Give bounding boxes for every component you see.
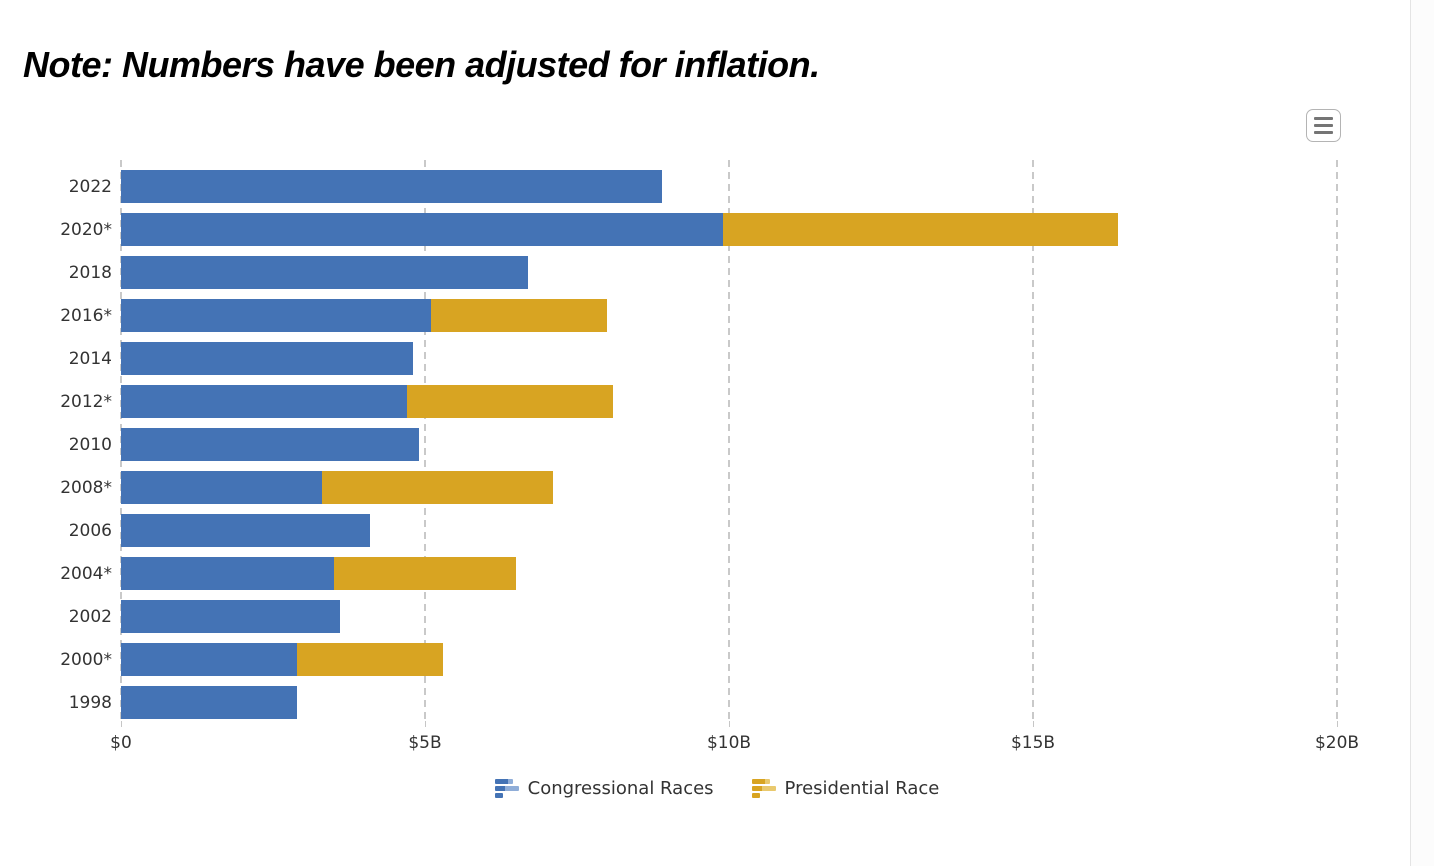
y-axis-label-2000: 2000* [60,649,112,670]
bar-stack [121,471,553,504]
bar-stack [121,385,614,418]
bar-row-2020 [121,208,1337,251]
gridline-5b [424,160,426,721]
bar-segment-congressional-2010[interactable] [121,428,419,461]
bar-segment-congressional-2000[interactable] [121,643,298,676]
y-axis-label-2020: 2020* [60,219,112,240]
gridline-15b [1032,160,1034,721]
bar-segment-congressional-2022[interactable] [121,170,663,203]
bar-segment-presidential-2012[interactable] [406,385,614,418]
y-axis-label-2016: 2016* [60,305,112,326]
x-axis-label-20b: $20B [1314,733,1360,753]
legend-item-label: Presidential Race [784,778,940,799]
bar-row-2008 [121,466,1337,509]
bar-segment-congressional-2012[interactable] [121,385,407,418]
bar-stack [121,299,608,332]
bar-segment-presidential-2008[interactable] [321,471,553,504]
bar-stack [121,514,371,547]
bar-segment-presidential-2004[interactable] [333,557,517,590]
legend-item-presidential[interactable]: Presidential Race [751,778,940,799]
bar-row-2022 [121,165,1337,208]
bar-row-2016 [121,294,1337,337]
y-axis-label-2010: 2010 [68,434,112,455]
y-axis-label-2014: 2014 [68,348,112,369]
y-axis-labels: 2022 2020* 2018 2016* 2014 2012* 2010 2008* 2006… [0,165,112,724]
hamburger-menu-icon [1314,117,1333,134]
x-axis-label-10b: $10B [706,733,752,753]
bar-segment-congressional-1998[interactable] [121,686,298,719]
legend-item-congressional[interactable]: Congressional Races [494,778,714,799]
bar-stack [121,686,298,719]
bar-segment-congressional-2014[interactable] [121,342,413,375]
bar-segment-presidential-2016[interactable] [431,299,608,332]
x-axis-tick [425,721,426,727]
bar-row-2012 [121,380,1337,423]
bar-stack [121,600,340,633]
y-axis-label-2012: 2012* [60,391,112,412]
gridline-10b [728,160,730,721]
bar-segment-congressional-2002[interactable] [121,600,340,633]
bar-segment-congressional-2008[interactable] [121,471,322,504]
y-axis-label-2002: 2002 [68,606,112,627]
bar-row-2018 [121,251,1337,294]
export-menu-button[interactable] [1306,109,1341,142]
y-axis-label-2004: 2004* [60,563,112,584]
bar-segment-congressional-2018[interactable] [121,256,529,289]
x-axis-label-15b: $15B [1010,733,1056,753]
bar-row-2000 [121,638,1337,681]
bar-segment-congressional-2006[interactable] [121,514,371,547]
x-axis-tick [729,721,730,727]
bar-segment-presidential-2020[interactable] [722,213,1119,246]
scrollbar-gutter [1410,0,1434,866]
y-axis-label-2006: 2006 [68,520,112,541]
bar-stack [121,256,529,289]
note-text: Note: Numbers have been adjusted for inf… [23,44,820,85]
bar-segment-congressional-2020[interactable] [121,213,723,246]
bar-segment-congressional-2004[interactable] [121,557,334,590]
x-axis-tick [121,721,122,727]
bar-row-2014 [121,337,1337,380]
bar-segment-congressional-2016[interactable] [121,299,432,332]
x-axis-label-0: $0 [110,733,132,753]
y-axis-label-2022: 2022 [68,176,112,197]
bar-stack [121,428,419,461]
y-axis-label-2008: 2008* [60,477,112,498]
bar-row-2004 [121,552,1337,595]
bar-stack [121,213,1119,246]
bar-stack [121,170,663,203]
x-axis-label-5b: $5B [408,733,442,753]
bar-row-1998 [121,681,1337,724]
y-axis-label-2018: 2018 [68,262,112,283]
x-axis-tick [1337,721,1338,727]
bar-stack [121,643,444,676]
bar-stack [121,557,517,590]
bar-row-2006 [121,509,1337,552]
legend: Congressional Races Presidential Race [0,778,1434,799]
bar-rows [121,165,1337,724]
congressional-series-marker-icon [494,779,519,799]
bar-row-2010 [121,423,1337,466]
bar-stack [121,342,413,375]
bar-row-2002 [121,595,1337,638]
x-axis: $0 $5B $10B $15B $20B [110,721,1359,771]
x-axis-tick [1033,721,1034,727]
presidential-series-marker-icon [751,779,776,799]
gridline-20b [1336,160,1338,721]
y-axis-label-1998: 1998 [68,692,112,713]
bar-segment-presidential-2000[interactable] [297,643,444,676]
legend-item-label: Congressional Races [527,778,714,799]
